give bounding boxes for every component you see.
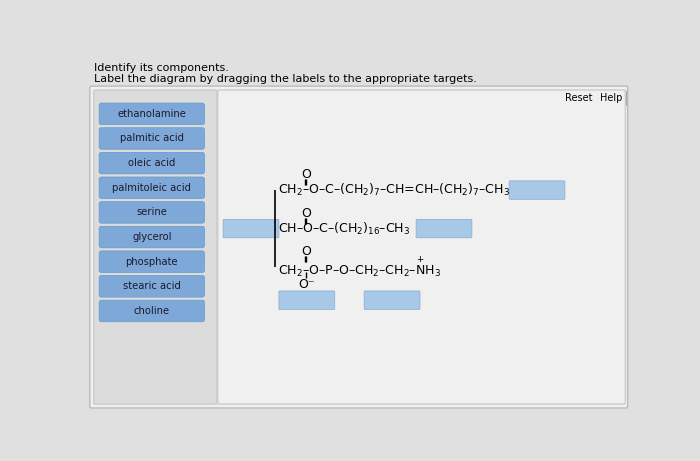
Text: oleic acid: oleic acid bbox=[128, 158, 176, 168]
Text: palmitic acid: palmitic acid bbox=[120, 134, 184, 143]
Text: O: O bbox=[301, 207, 311, 220]
FancyBboxPatch shape bbox=[596, 91, 626, 106]
FancyBboxPatch shape bbox=[364, 291, 420, 309]
Text: O: O bbox=[301, 245, 311, 258]
Text: palmitoleic acid: palmitoleic acid bbox=[112, 183, 191, 193]
FancyBboxPatch shape bbox=[99, 103, 204, 124]
Text: glycerol: glycerol bbox=[132, 232, 172, 242]
Text: Reset: Reset bbox=[565, 94, 593, 103]
FancyBboxPatch shape bbox=[99, 128, 204, 149]
FancyBboxPatch shape bbox=[279, 291, 335, 309]
FancyBboxPatch shape bbox=[99, 226, 204, 248]
Text: O⁻: O⁻ bbox=[298, 278, 314, 290]
Text: O: O bbox=[301, 168, 311, 181]
Text: phosphate: phosphate bbox=[125, 257, 178, 266]
Text: serine: serine bbox=[136, 207, 167, 218]
FancyBboxPatch shape bbox=[509, 181, 565, 199]
Text: Label the diagram by dragging the labels to the appropriate targets.: Label the diagram by dragging the labels… bbox=[94, 74, 477, 84]
FancyBboxPatch shape bbox=[563, 91, 595, 106]
FancyBboxPatch shape bbox=[99, 251, 204, 272]
FancyBboxPatch shape bbox=[416, 219, 472, 238]
Text: Help: Help bbox=[600, 94, 622, 103]
Text: CH–O–C–(CH$_2$)$_{16}$–CH$_3$: CH–O–C–(CH$_2$)$_{16}$–CH$_3$ bbox=[278, 220, 410, 236]
FancyBboxPatch shape bbox=[99, 276, 204, 297]
FancyBboxPatch shape bbox=[99, 152, 204, 174]
Text: choline: choline bbox=[134, 306, 170, 316]
Text: stearic acid: stearic acid bbox=[123, 281, 181, 291]
Text: Identify its components.: Identify its components. bbox=[94, 63, 229, 73]
FancyBboxPatch shape bbox=[94, 90, 217, 404]
FancyBboxPatch shape bbox=[223, 219, 279, 238]
FancyBboxPatch shape bbox=[218, 90, 625, 404]
FancyBboxPatch shape bbox=[90, 86, 628, 408]
FancyBboxPatch shape bbox=[99, 177, 204, 199]
FancyBboxPatch shape bbox=[99, 201, 204, 223]
Text: CH$_2$–O–C–(CH$_2$)$_7$–CH=CH–(CH$_2$)$_7$–CH$_3$: CH$_2$–O–C–(CH$_2$)$_7$–CH=CH–(CH$_2$)$_… bbox=[278, 182, 510, 198]
Text: ethanolamine: ethanolamine bbox=[118, 109, 186, 119]
FancyBboxPatch shape bbox=[99, 300, 204, 322]
Text: CH$_2$–O–P–O–CH$_2$–CH$_2$–$\rm \overset{+}{N}H_3$: CH$_2$–O–P–O–CH$_2$–CH$_2$–$\rm \overset… bbox=[278, 255, 441, 279]
